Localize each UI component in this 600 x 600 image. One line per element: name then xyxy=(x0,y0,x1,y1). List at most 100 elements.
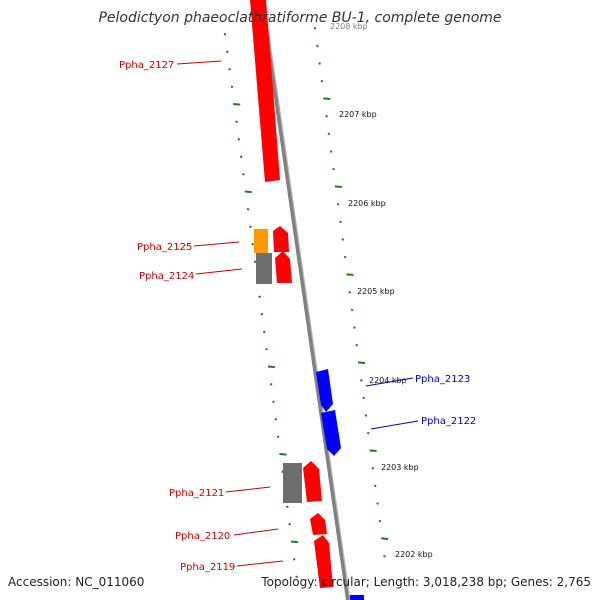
kbp-label-2206: 2206 kbp xyxy=(348,199,386,208)
kbp-label-2202: 2202 kbp xyxy=(395,550,433,559)
left-track-minor-tick xyxy=(258,295,261,299)
gene-label-ppha-2123[interactable]: Ppha_2123 xyxy=(415,374,470,385)
gene-ppha-2119[interactable] xyxy=(314,535,333,588)
left-track-minor-tick xyxy=(269,383,273,386)
right-track-minor-tick xyxy=(336,203,340,206)
right-track-minor-tick xyxy=(355,343,358,347)
gene-label-ppha-2122[interactable]: Ppha_2122 xyxy=(421,416,476,427)
leader-ppha-2122 xyxy=(370,420,419,430)
label-leader-lines xyxy=(176,60,419,567)
gene-partial-bottom[interactable] xyxy=(350,595,364,600)
gene-labels: Ppha_2127 Ppha_2125 Ppha_2124 Ppha_2123 … xyxy=(119,60,476,573)
left-track-minor-tick xyxy=(253,260,257,264)
leader-ppha-2123 xyxy=(365,377,414,387)
leader-ppha-2124 xyxy=(195,268,243,275)
kbp-label-2204: 2204 kbp xyxy=(369,376,407,385)
gene-ppha-2127[interactable] xyxy=(250,0,280,182)
left-track-minor-tick xyxy=(288,523,291,526)
left-track-minor-tick xyxy=(262,330,266,334)
right-track-minor-tick xyxy=(316,44,319,48)
right-track-major-tick xyxy=(323,97,331,100)
gene-ppha-2120[interactable] xyxy=(310,513,327,535)
left-track-minor-tick xyxy=(276,435,280,439)
gene-label-ppha-2124[interactable]: Ppha_2124 xyxy=(139,271,194,282)
left-track-minor-tick xyxy=(223,33,227,36)
gene-ppha-2125-orange[interactable] xyxy=(254,229,268,253)
kbp-labels: 2208 kbp 2207 kbp 2206 kbp 2205 kbp 2204… xyxy=(330,22,433,559)
right-track-minor-tick xyxy=(366,431,370,435)
right-track-major-tick xyxy=(346,273,354,276)
left-track-minor-tick xyxy=(249,225,252,229)
right-track-minor-tick xyxy=(313,27,317,30)
gene-ppha-2122[interactable] xyxy=(321,410,341,456)
right-track-major-tick xyxy=(357,361,366,364)
gene-label-ppha-2125[interactable]: Ppha_2125 xyxy=(137,242,192,253)
gene-label-ppha-2120[interactable]: Ppha_2120 xyxy=(175,531,230,542)
kbp-label-2207: 2207 kbp xyxy=(339,110,377,119)
leader-ppha-2127 xyxy=(176,60,222,65)
left-track-minor-tick xyxy=(295,575,298,579)
gene-ppha-2123[interactable] xyxy=(316,369,333,412)
left-track-major-tick xyxy=(279,453,287,456)
genome-backbone-highlight xyxy=(263,0,351,600)
right-track-minor-tick xyxy=(348,291,352,294)
left-track-minor-tick xyxy=(242,173,245,176)
right-track-major-tick xyxy=(369,449,377,452)
right-track-minor-tick xyxy=(373,484,377,488)
right-track-minor-tick xyxy=(327,132,331,136)
kbp-label-2205: 2205 kbp xyxy=(357,287,395,296)
gene-label-ppha-2127[interactable]: Ppha_2127 xyxy=(119,60,174,71)
left-track-major-tick xyxy=(244,190,252,194)
left-track-major-tick xyxy=(233,103,241,106)
left-track-minor-tick xyxy=(230,85,234,89)
gene-label-ppha-2121[interactable]: Ppha_2121 xyxy=(169,488,224,499)
right-track-minor-tick xyxy=(350,308,354,312)
right-track-minor-tick xyxy=(371,467,375,470)
left-track-minor-tick xyxy=(272,400,275,404)
right-track-minor-tick xyxy=(339,220,342,224)
right-track-minor-tick xyxy=(343,255,347,259)
accession-text: Accession: NC_011060 xyxy=(8,575,144,589)
gene-ppha-2121[interactable] xyxy=(303,461,322,502)
left-track-minor-tick xyxy=(274,418,278,421)
right-track-minor-tick xyxy=(383,555,386,558)
right-track-minor-tick xyxy=(320,79,324,83)
right-track-minor-tick xyxy=(318,62,321,65)
right-track-minor-tick xyxy=(341,238,345,241)
right-track-minor-tick xyxy=(362,396,365,400)
left-track-minor-tick xyxy=(235,120,238,124)
left-track-minor-tick xyxy=(292,558,296,561)
right-track-minor-tick xyxy=(376,502,379,505)
right-track-minor-tick xyxy=(353,326,356,329)
left-track-minor-tick xyxy=(286,505,289,509)
gene-ppha-2125[interactable] xyxy=(273,226,289,252)
kbp-label-2208: 2208 kbp xyxy=(330,22,368,31)
gene-features xyxy=(250,0,364,600)
left-track-minor-tick xyxy=(251,243,254,246)
map-title: Pelodictyon phaeoclathratiforme BU-1, co… xyxy=(98,10,501,26)
leader-ppha-2121 xyxy=(225,486,271,493)
left-track-minor-tick xyxy=(226,50,229,54)
leader-ppha-2125 xyxy=(193,241,240,247)
right-track-minor-tick xyxy=(332,167,335,171)
right-track-minor-tick xyxy=(378,519,382,523)
kbp-label-2203: 2203 kbp xyxy=(381,463,419,472)
right-tick-track xyxy=(313,27,389,558)
leader-ppha-2119 xyxy=(236,560,284,567)
left-track-minor-tick xyxy=(228,68,231,71)
left-track-minor-tick xyxy=(237,138,241,141)
leader-ppha-2120 xyxy=(233,528,279,536)
gene-label-ppha-2119[interactable]: Ppha_2119 xyxy=(180,562,235,573)
right-track-major-tick xyxy=(381,537,389,540)
left-track-minor-tick xyxy=(260,313,264,316)
gene-ppha-2124-gray[interactable] xyxy=(256,253,272,284)
gene-ppha-2121-gray[interactable] xyxy=(283,463,302,503)
left-tick-track xyxy=(223,33,299,579)
genome-summary-text: Topology: circular; Length: 3,018,238 bp… xyxy=(260,575,591,589)
gene-ppha-2124[interactable] xyxy=(275,251,292,283)
left-track-minor-tick xyxy=(239,155,243,159)
right-track-major-tick xyxy=(334,185,342,188)
left-track-minor-tick xyxy=(246,208,250,211)
left-track-major-tick xyxy=(267,365,275,369)
